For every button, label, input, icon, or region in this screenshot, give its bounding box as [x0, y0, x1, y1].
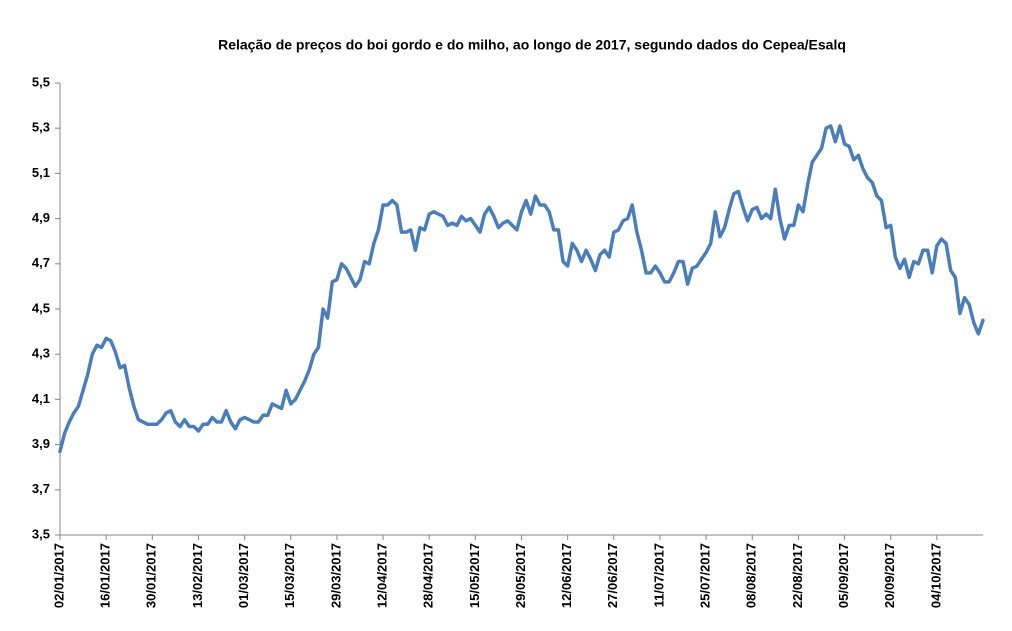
chart-title: Relação de preços do boi gordo e do milh…: [218, 37, 846, 53]
y-tick-label: 3,7: [32, 481, 50, 496]
x-tick-label: 13/02/2017: [190, 543, 205, 608]
x-tick-label: 12/06/2017: [559, 543, 574, 608]
y-tick-label: 5,3: [32, 120, 50, 135]
x-tick-label: 05/09/2017: [836, 543, 851, 608]
y-tick-label: 3,5: [32, 526, 50, 541]
x-tick-label: 01/03/2017: [236, 543, 251, 608]
x-tick-label: 25/07/2017: [698, 543, 713, 608]
x-tick-label: 15/03/2017: [282, 543, 297, 608]
y-tick-label: 5,1: [32, 165, 50, 180]
x-tick-label: 15/05/2017: [467, 543, 482, 608]
y-tick-label: 4,3: [32, 346, 50, 361]
x-tick-label: 12/04/2017: [374, 543, 389, 608]
x-tick-label: 22/08/2017: [790, 543, 805, 608]
x-tick-label: 29/03/2017: [328, 543, 343, 608]
y-tick-label: 5,5: [32, 74, 50, 89]
x-tick-label: 04/10/2017: [928, 543, 943, 608]
x-tick-label: 28/04/2017: [421, 543, 436, 608]
y-tick-label: 4,7: [32, 255, 50, 270]
y-tick-label: 3,9: [32, 436, 50, 451]
line: [58, 124, 985, 454]
x-tick-label: 20/09/2017: [882, 543, 897, 608]
x-tick-label: 02/01/2017: [51, 543, 66, 608]
x-tick-label: 11/07/2017: [651, 543, 666, 607]
x-tick-label: 08/08/2017: [744, 543, 759, 608]
x-tick-label: 30/01/2017: [144, 543, 159, 608]
y-tick-label: 4,1: [32, 391, 50, 406]
y-tick-label: 4,5: [32, 300, 50, 315]
x-tick-label: 16/01/2017: [98, 543, 113, 608]
x-tick-label: 27/06/2017: [605, 543, 620, 608]
y-tick-label: 4,9: [32, 210, 50, 225]
x-tick-label: 29/05/2017: [513, 543, 528, 608]
